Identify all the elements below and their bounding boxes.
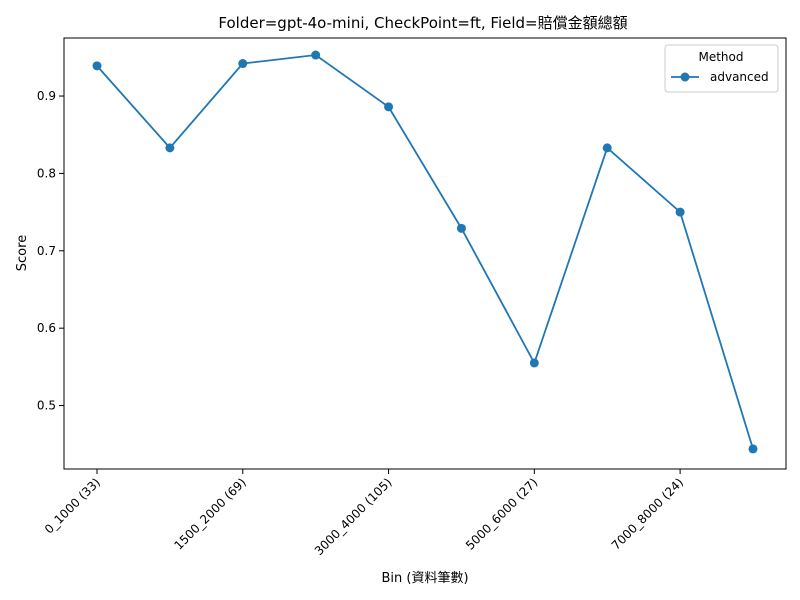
legend-series-label: advanced <box>710 70 769 84</box>
data-point <box>92 61 102 71</box>
y-tick-label: 0.7 <box>37 244 56 258</box>
data-point <box>311 50 321 60</box>
series-layer <box>92 50 758 454</box>
legend-box <box>664 44 779 93</box>
data-point <box>238 59 248 69</box>
plot-area <box>63 37 787 470</box>
data-point <box>456 223 466 233</box>
x-axis-label: Bin (資料筆數) <box>381 571 468 586</box>
y-axis: 0.5 0.6 0.7 0.8 0.9 <box>37 89 64 413</box>
legend-title: Method <box>698 50 743 64</box>
data-point <box>384 102 394 112</box>
series-line <box>96 54 754 450</box>
x-axis: 0_1000 (33) 1500_2000 (69) 3000_4000 (105)… <box>42 469 686 558</box>
y-tick-label: 0.6 <box>37 321 56 335</box>
legend: Method advanced <box>664 44 779 93</box>
data-point <box>165 143 175 153</box>
y-tick-label: 0.9 <box>37 89 56 103</box>
data-point <box>675 207 685 217</box>
y-tick-label: 0.5 <box>37 399 56 413</box>
data-point <box>529 358 539 368</box>
x-tick-label: 0_1000 (33) <box>42 475 103 536</box>
x-tick-label: 7000_8000 (24) <box>609 475 686 552</box>
y-tick-label: 0.8 <box>37 166 56 180</box>
x-tick-label: 5000_6000 (27) <box>463 475 540 552</box>
chart-title: Folder=gpt-4o-mini, CheckPoint=ft, Field… <box>218 14 627 32</box>
legend-series-marker <box>680 72 690 82</box>
x-tick-label: 1500_2000 (69) <box>171 475 248 552</box>
data-point <box>602 143 612 153</box>
data-point <box>748 444 758 454</box>
y-axis-label: Score <box>15 235 30 271</box>
x-tick-label: 3000_4000 (105) <box>312 475 395 558</box>
